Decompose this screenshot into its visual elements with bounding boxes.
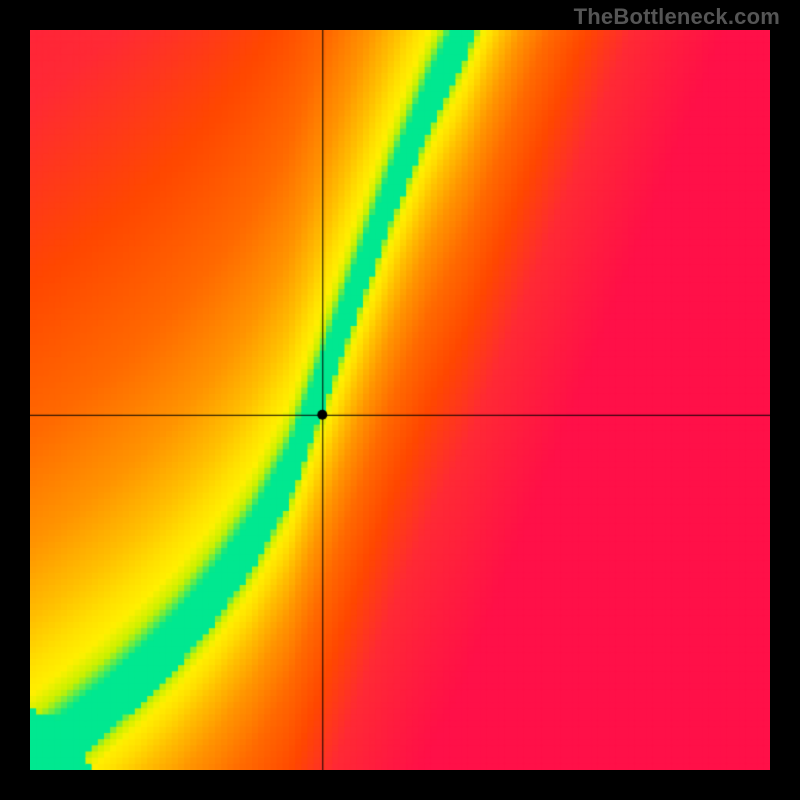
bottleneck-heatmap — [30, 30, 770, 770]
chart-container: { "watermark": { "text": "TheBottleneck.… — [0, 0, 800, 800]
watermark-text: TheBottleneck.com — [574, 4, 780, 30]
